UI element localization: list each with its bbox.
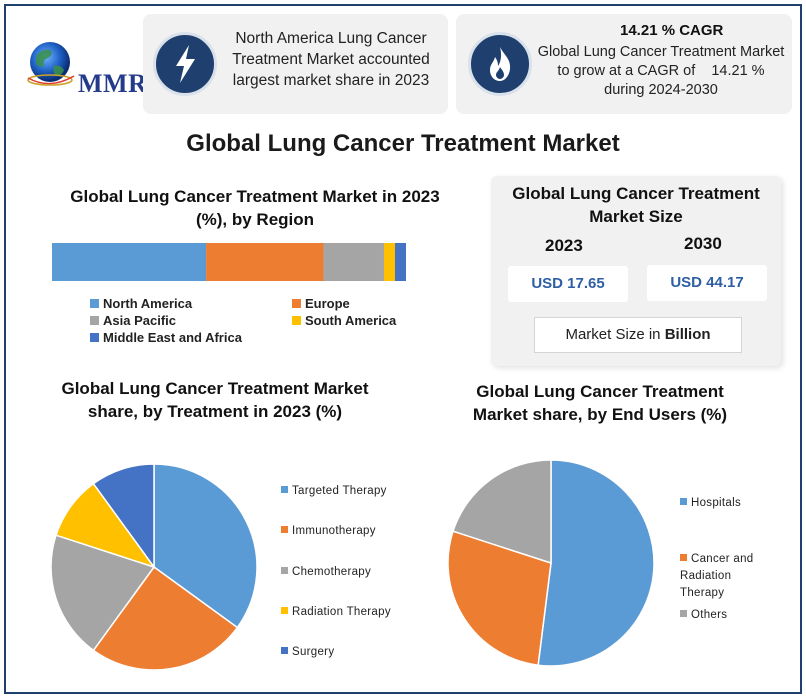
- share-highlight-text: North America Lung Cancer Treatment Mark…: [232, 30, 430, 89]
- legend-label: Asia Pacific: [103, 313, 176, 328]
- legend-label: Targeted Therapy: [292, 485, 387, 497]
- treatment-legend-targeted-therapy: Targeted Therapy: [281, 483, 387, 500]
- legend-label: South America: [305, 313, 397, 328]
- treatment-legend-radiation-therapy: Radiation Therapy: [281, 604, 391, 621]
- region-bar-segment-middle-east-and-africa: [394, 243, 406, 281]
- legend-swatch: [90, 316, 99, 325]
- legend-label: Europe: [305, 296, 350, 311]
- region-bar-segment-south-america: [383, 243, 395, 281]
- legend-swatch: [281, 607, 288, 614]
- legend-label: Middle East and Africa: [103, 330, 242, 345]
- market-size-2030-value: USD 44.17: [647, 265, 767, 301]
- legend-swatch: [281, 647, 288, 654]
- mmr-logo: MMR: [22, 36, 147, 98]
- main-title: Global Lung Cancer Treatment Market: [186, 130, 620, 157]
- legend-swatch: [90, 299, 99, 308]
- legend-swatch: [680, 610, 687, 617]
- end-users-legend-others: Others: [680, 607, 727, 624]
- legend-swatch: [90, 333, 99, 342]
- legend-label: Radiation Therapy: [292, 606, 391, 618]
- region-bar-segment-north-america: [52, 243, 207, 281]
- globe-icon: [27, 42, 75, 86]
- end-users-slice-hospitals: [537, 459, 655, 667]
- infographic-frame: [4, 4, 802, 694]
- market-size-unit: Market Size in Billion: [534, 317, 742, 353]
- legend-label: Cancer and Radiation Therapy: [680, 553, 754, 599]
- region-legend-europe: Europe: [292, 296, 350, 311]
- region-chart-title: Global Lung Cancer Treatment Market in 2…: [70, 187, 440, 229]
- legend-label: North America: [103, 296, 193, 311]
- unit-bold: Billion: [664, 326, 711, 343]
- legend-swatch: [281, 567, 288, 574]
- legend-swatch: [281, 486, 288, 493]
- legend-label: Immunotherapy: [292, 525, 376, 537]
- lightning-icon: [153, 32, 217, 96]
- cagr-highlight-card: 14.21 % CAGR Global Lung Cancer Treatmen…: [456, 14, 792, 114]
- legend-label: Hospitals: [691, 497, 741, 509]
- legend-swatch: [292, 316, 301, 325]
- market-size-2023-value: USD 17.65: [508, 266, 628, 302]
- end-users-legend-hospitals: Hospitals: [680, 495, 741, 512]
- treatment-legend-surgery: Surgery: [281, 644, 334, 661]
- region-bar-segment-europe: [206, 243, 324, 281]
- end-users-slice-others: [452, 459, 552, 565]
- legend-label: Surgery: [292, 646, 335, 658]
- end-users-legend-cancer-and-radiation-therapy: Cancer and Radiation Therapy: [680, 551, 760, 602]
- treatment-slice-chemotherapy: [50, 534, 156, 652]
- brand-name: MMR: [78, 69, 148, 98]
- treatment-slice-surgery: [92, 463, 155, 570]
- treatment-slice-targeted-therapy: [153, 463, 258, 629]
- end-users-slice-cancer-and-radiation-therapy: [447, 530, 552, 667]
- region-bar-segment-asia-pacific: [323, 243, 384, 281]
- legend-swatch: [680, 554, 687, 561]
- region-legend-south-america: South America: [292, 313, 396, 328]
- year-2023-label: 2023: [545, 236, 583, 255]
- region-legend-asia-pacific: Asia Pacific: [90, 313, 176, 328]
- treatment-legend-immunotherapy: Immunotherapy: [281, 523, 376, 540]
- share-highlight-card: North America Lung Cancer Treatment Mark…: [143, 14, 448, 114]
- cagr-title: 14.21 % CAGR: [620, 22, 724, 39]
- treatment-chart-title: Global Lung Cancer Treatment Market shar…: [61, 379, 369, 421]
- region-legend-north-america: North America: [90, 296, 192, 311]
- market-size-title: Global Lung Cancer Treatment Market Size: [512, 184, 760, 226]
- region-legend-middle-east-and-africa: Middle East and Africa: [90, 330, 242, 345]
- legend-swatch: [680, 498, 687, 505]
- unit-prefix: Market Size in: [565, 326, 661, 343]
- legend-swatch: [292, 299, 301, 308]
- legend-label: Others: [691, 609, 728, 621]
- treatment-slice-immunotherapy: [92, 565, 239, 671]
- legend-label: Chemotherapy: [292, 566, 372, 578]
- market-size-panel: Global Lung Cancer Treatment Market Size…: [491, 176, 781, 366]
- legend-swatch: [281, 526, 288, 533]
- end-users-chart-title: Global Lung Cancer Treatment Market shar…: [472, 382, 728, 424]
- cagr-text: Global Lung Cancer Treatment Market to g…: [537, 44, 789, 98]
- year-2030-label: 2030: [684, 234, 722, 253]
- flame-icon: [468, 32, 532, 96]
- treatment-legend-chemotherapy: Chemotherapy: [281, 564, 371, 581]
